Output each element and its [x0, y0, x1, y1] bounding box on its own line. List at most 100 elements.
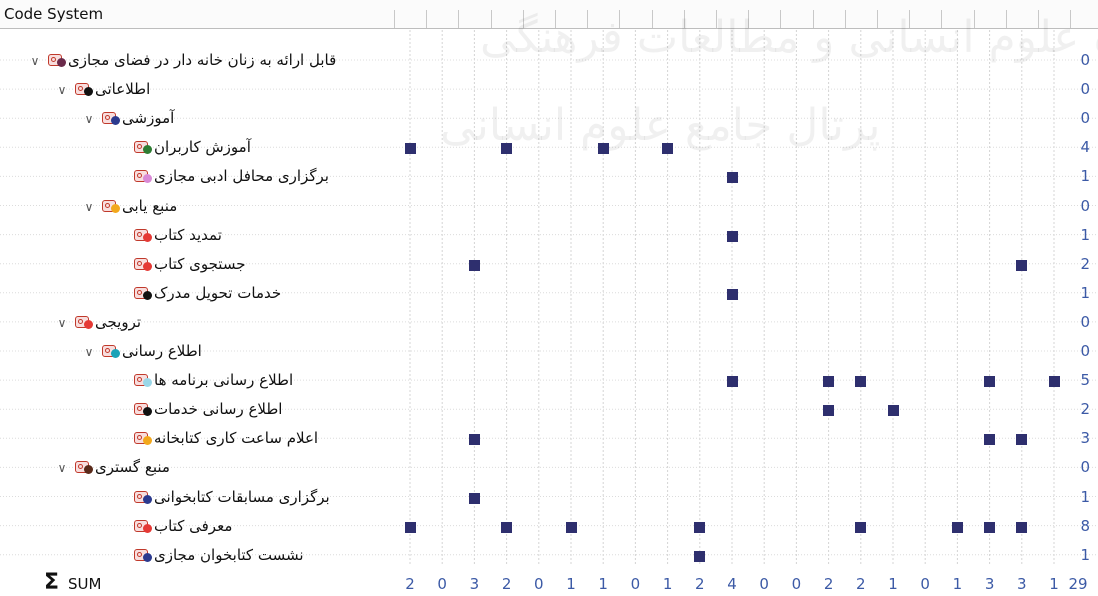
expand-chevron-icon[interactable]: ∨ — [57, 315, 67, 330]
coding-mark[interactable] — [984, 376, 996, 388]
code-row[interactable]: اطلاع رسانی خدمات 2 — [0, 395, 1098, 425]
coding-mark[interactable] — [501, 521, 513, 533]
header-column-cell[interactable] — [877, 10, 878, 28]
code-row[interactable]: ∨ قابل ارائه به زنان خانه دار در فضای مجا… — [0, 46, 1098, 76]
coding-mark[interactable] — [855, 521, 867, 533]
header-column-cell[interactable] — [780, 10, 782, 28]
header-column-cell[interactable] — [941, 10, 943, 28]
header-column-cell[interactable] — [587, 10, 589, 28]
code-label[interactable]: خدمات تحویل مدرک — [154, 283, 282, 302]
code-row[interactable]: ∨ منبع یابی 0 — [0, 192, 1098, 222]
coding-mark[interactable] — [984, 521, 996, 533]
coding-mark[interactable] — [597, 143, 609, 155]
watermark-line2: پرتال جامع علوم انسانی — [440, 100, 881, 151]
code-label[interactable]: برگزاری محافل ادبی مجازی — [154, 167, 329, 186]
coding-mark[interactable] — [855, 376, 867, 388]
sum-column-value: 2 — [501, 575, 512, 593]
coding-mark[interactable] — [694, 521, 706, 533]
code-row[interactable]: ∨ اطلاع رسانی 0 — [0, 337, 1098, 367]
code-row[interactable]: معرفی کتاب 8 — [0, 512, 1098, 542]
code-label[interactable]: اطلاع رسانی برنامه ها — [154, 371, 294, 390]
coding-mark[interactable] — [1016, 259, 1028, 271]
expand-chevron-icon[interactable]: ∨ — [84, 112, 94, 127]
coding-mark[interactable] — [468, 259, 480, 271]
coding-mark[interactable] — [662, 143, 674, 155]
coding-mark[interactable] — [1016, 521, 1028, 533]
code-label[interactable]: تمدید کتاب — [154, 225, 222, 244]
code-row[interactable]: اطلاع رسانی برنامه ها 5 — [0, 366, 1098, 396]
coding-mark[interactable] — [726, 376, 738, 388]
coding-mark[interactable] — [1048, 376, 1060, 388]
code-label[interactable]: برگزاری مسابقات کتابخوانی — [154, 487, 330, 506]
code-row[interactable]: ∨ آموزشی 0 — [0, 104, 1098, 134]
expand-chevron-icon[interactable]: ∨ — [30, 54, 40, 68]
code-label[interactable]: منبع گستری — [95, 458, 170, 477]
coding-mark[interactable] — [468, 492, 480, 504]
coding-mark[interactable] — [726, 230, 738, 242]
coding-mark[interactable] — [726, 172, 738, 184]
header-column-cell[interactable] — [458, 10, 460, 28]
code-label[interactable]: ترویجی — [95, 312, 142, 331]
expand-chevron-icon[interactable]: ∨ — [84, 199, 94, 214]
coding-mark[interactable] — [501, 143, 513, 155]
header-column-cell[interactable] — [748, 10, 750, 28]
header-column-cell[interactable] — [1070, 10, 1072, 28]
code-row[interactable]: اعلام ساعت کاری کتابخانه 3 — [0, 424, 1098, 454]
code-label[interactable]: آموزش کاربران — [154, 138, 251, 157]
header-column-cell[interactable] — [973, 10, 975, 28]
coding-mark[interactable] — [565, 521, 577, 533]
sum-column-value: 1 — [888, 575, 898, 593]
code-label[interactable]: اعلام ساعت کاری کتابخانه — [154, 429, 319, 448]
code-row[interactable]: برگزاری مسابقات کتابخوانی 1 — [0, 483, 1098, 513]
header-column-cell[interactable] — [683, 10, 685, 28]
sum-column-value: 0 — [920, 575, 930, 593]
header-column-cell[interactable] — [1005, 10, 1007, 28]
sigma-icon: Σ — [44, 570, 60, 595]
coding-mark[interactable] — [468, 434, 480, 446]
header-column-cell[interactable] — [555, 10, 556, 28]
coding-mark[interactable] — [1016, 434, 1028, 446]
header-column-cell[interactable] — [426, 10, 428, 28]
coding-mark[interactable] — [404, 521, 416, 533]
expand-chevron-icon[interactable]: ∨ — [57, 83, 67, 98]
header-column-cell[interactable] — [522, 10, 524, 28]
coding-mark[interactable] — [984, 434, 996, 446]
header-column-cell[interactable] — [651, 10, 653, 28]
code-row[interactable]: برگزاری محافل ادبی مجازی 1 — [0, 162, 1098, 192]
header-column-cell[interactable] — [844, 10, 846, 28]
header-column-cell[interactable] — [394, 10, 395, 28]
coding-mark[interactable] — [823, 376, 835, 388]
code-label[interactable]: اطلاعاتی — [95, 80, 151, 99]
coding-mark[interactable] — [404, 143, 416, 155]
code-row[interactable]: ∨ ترویجی 0 — [0, 308, 1098, 338]
coding-mark[interactable] — [887, 405, 899, 417]
header-column-cell[interactable] — [716, 10, 717, 28]
header-column-cell[interactable] — [909, 10, 911, 28]
header-column-cell[interactable] — [812, 10, 814, 28]
code-row[interactable]: ∨ اطلاعاتی 0 — [0, 75, 1098, 105]
code-label[interactable]: جستجوی کتاب — [154, 254, 246, 273]
code-row[interactable]: خدمات تحویل مدرک 1 — [0, 279, 1098, 309]
header-column-cell[interactable] — [619, 10, 621, 28]
code-row[interactable]: آموزش کاربران 4 — [0, 133, 1098, 163]
code-label[interactable]: معرفی کتاب — [154, 516, 233, 535]
code-label[interactable]: اطلاع رسانی خدمات — [154, 400, 283, 419]
code-row[interactable]: ∨ منبع گستری 0 — [0, 453, 1098, 483]
code-label[interactable]: نشست کتابخوان مجازی — [154, 545, 304, 564]
code-row[interactable]: تمدید کتاب 1 — [0, 221, 1098, 251]
code-label[interactable]: آموزشی — [122, 109, 175, 128]
coding-mark[interactable] — [951, 521, 963, 533]
code-label[interactable]: اطلاع رسانی — [122, 342, 202, 360]
code-label[interactable]: منبع یابی — [122, 196, 178, 215]
code-label[interactable]: قابل ارائه به زنان خانه دار در فضای مجاز… — [68, 51, 337, 69]
expand-chevron-icon[interactable]: ∨ — [57, 461, 67, 476]
coding-mark[interactable] — [726, 288, 738, 300]
coding-mark[interactable] — [823, 405, 835, 417]
header-column-cell[interactable] — [1038, 10, 1039, 28]
coding-mark[interactable] — [694, 550, 706, 562]
row-count: 1 — [1080, 167, 1090, 186]
code-row[interactable]: نشست کتابخوان مجازی 1 — [0, 541, 1098, 571]
header-column-cell[interactable] — [490, 10, 492, 28]
code-row[interactable]: جستجوی کتاب 2 — [0, 250, 1098, 280]
expand-chevron-icon[interactable]: ∨ — [84, 345, 94, 359]
